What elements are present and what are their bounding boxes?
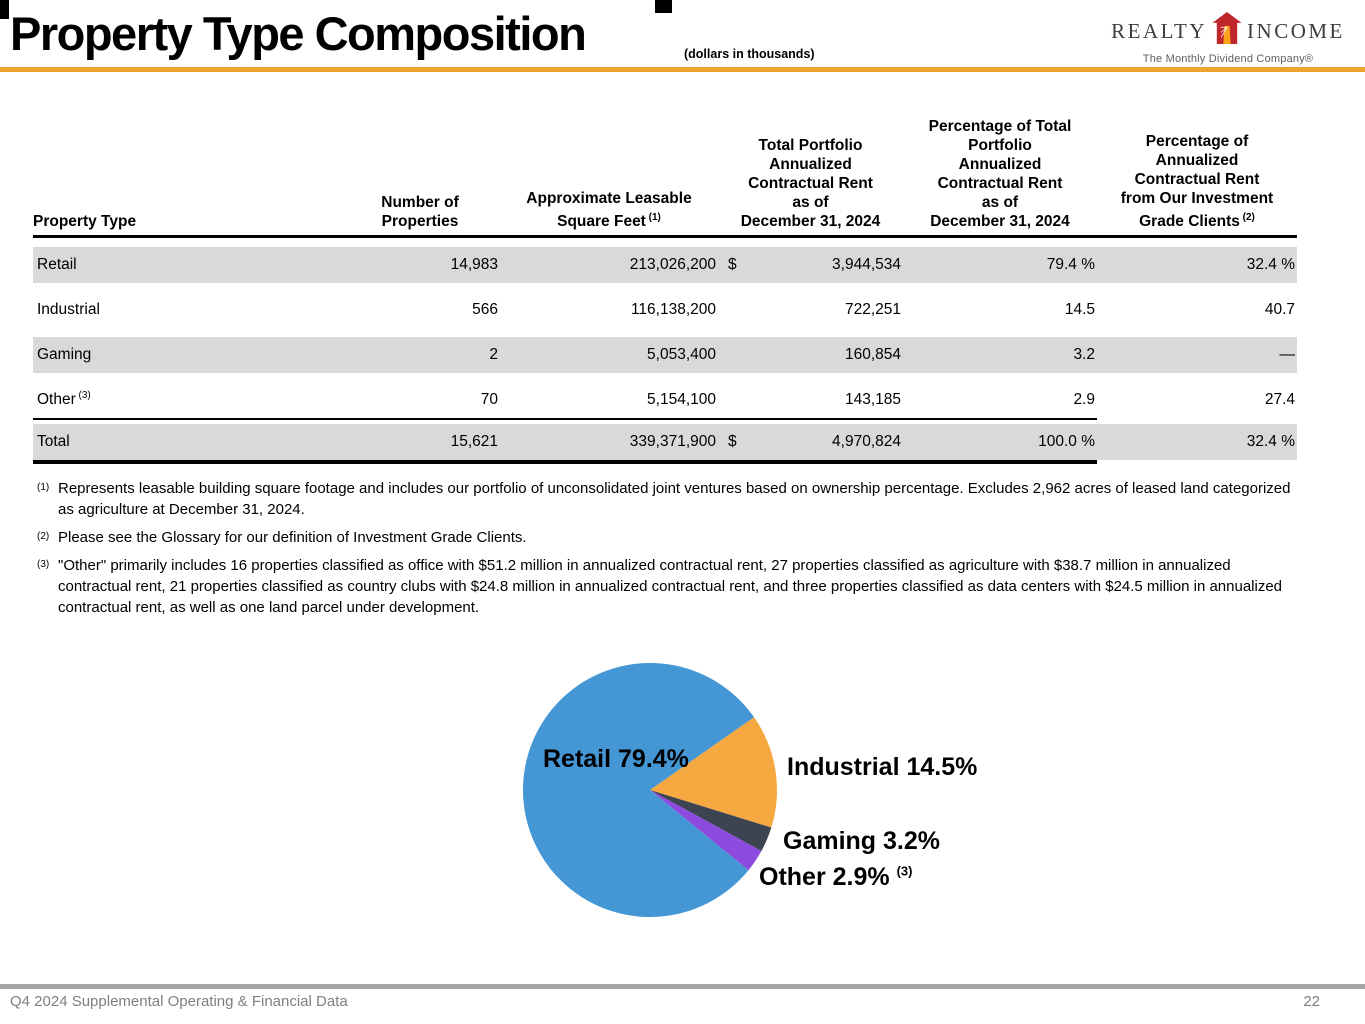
cell-industrial-properties: 566 xyxy=(472,301,498,318)
cell-gaming-ig: — xyxy=(1279,346,1296,363)
pie-slice-industrial xyxy=(650,717,777,828)
cell-total-dollar: $ xyxy=(728,433,737,450)
footnote-text: Represents leasable building square foot… xyxy=(58,480,1291,518)
pie-label-retail: Retail 79.4% xyxy=(543,745,689,773)
cell-industrial-ig: 40.7 xyxy=(1264,301,1295,318)
footer-page-number: 22 xyxy=(1303,993,1320,1010)
logo-wordmark: REALTY INCOME xyxy=(1111,12,1342,50)
cell-gaming-type: Gaming xyxy=(37,346,92,363)
footnotes: (1) Represents leasable building square f… xyxy=(37,478,1295,625)
pie-slice-other xyxy=(650,790,762,871)
property-type-table: Property Type Number of Properties Approxim… xyxy=(33,110,1297,464)
pie-label-other-footnote-ref: (3) xyxy=(896,863,913,879)
pie xyxy=(522,663,777,918)
cell-gaming-sqft: 5,053,400 xyxy=(647,346,716,363)
footnote-text: "Other" primarily includes 16 properties… xyxy=(58,557,1283,616)
cell-total-properties: 15,621 xyxy=(450,433,498,450)
cell-industrial-rent: 722,251 xyxy=(844,301,901,318)
cell-retail-properties: 14,983 xyxy=(450,256,498,273)
cell-industrial-pct: 14.5 xyxy=(1064,301,1095,318)
cell-retail-pct: 79.4 % xyxy=(1046,256,1095,273)
cell-industrial-sqft: 116,138,200 xyxy=(630,301,716,318)
column-header-0: Property Type xyxy=(33,213,137,230)
pie-slice-gaming xyxy=(650,790,772,852)
pie-label-industrial: Industrial 14.5% xyxy=(787,753,978,781)
pie-label-other: Other 2.9% (3) xyxy=(759,863,912,892)
cell-total-rent: 4,970,824 xyxy=(832,433,901,450)
cell-total-type: Total xyxy=(37,433,70,450)
realty-income-logo: REALTY INCOME The Monthly Dividend Compa… xyxy=(1111,12,1342,65)
cell-retail-type: Retail xyxy=(37,256,77,273)
column-header-3: Total Portfolio Annualized Contractual Ren… xyxy=(740,137,881,230)
column-header-5: Percentage of Annualized Contractual Rent f… xyxy=(1120,132,1274,230)
footnote-marker: (1) xyxy=(37,482,50,493)
cell-retail-sqft: 213,026,200 xyxy=(629,256,716,273)
house-icon xyxy=(1212,12,1242,50)
pie-slice-retail xyxy=(522,663,755,918)
decorative-mark xyxy=(0,0,9,19)
column-header-2: Approximate Leasable Square Feet (1) xyxy=(526,189,692,230)
page-subtitle: (dollars in thousands) xyxy=(684,47,815,61)
footnote-marker: (2) xyxy=(37,531,50,542)
cell-retail-ig: 32.4 % xyxy=(1246,256,1295,273)
cell-retail-rent: 3,944,534 xyxy=(832,256,901,273)
table-row-total: Total 15,621 339,371,900 $4,970,824 100.0 % 3… xyxy=(33,424,1297,460)
footnote-text: Please see the Glossary for our definiti… xyxy=(58,529,527,546)
table-row-other: Other (3) 70 5,154,100 143,185 2.9 27.4 xyxy=(33,382,1297,418)
logo-text-realty: REALTY xyxy=(1111,18,1208,43)
pie-label-gaming: Gaming 3.2% xyxy=(783,827,940,855)
cell-other-ig: 27.4 xyxy=(1264,391,1295,408)
page-title: Property Type Composition xyxy=(10,7,587,60)
cell-total-pct: 100.0 % xyxy=(1038,433,1095,450)
cell-other-type: Other (3) xyxy=(37,390,91,409)
cell-other-pct: 2.9 xyxy=(1073,391,1095,408)
footnote-3: (3) "Other" primarily includes 16 propert… xyxy=(37,555,1295,618)
column-header-1: Number of Properties xyxy=(381,194,459,230)
table-row-gaming: Gaming 2 5,053,400 160,854 3.2 — xyxy=(33,337,1297,373)
decorative-mark xyxy=(655,0,672,13)
cell-total-sqft: 339,371,900 xyxy=(629,433,716,450)
footnote-1: (1) Represents leasable building square f… xyxy=(37,478,1295,520)
cell-other-rent: 143,185 xyxy=(844,391,901,408)
pie-chart xyxy=(522,663,777,918)
footnote-2: (2) Please see the Glossary for our defin… xyxy=(37,527,1295,548)
table-row-retail: Retail 14,983 213,026,200 $3,944,534 79.4 % 3… xyxy=(33,247,1297,283)
cell-other-properties: 70 xyxy=(480,391,498,408)
table-subtotal-rule xyxy=(33,418,1097,420)
table-total-rule xyxy=(33,460,1097,464)
table-header-row: Property Type Number of Properties Approxim… xyxy=(33,110,1297,238)
cell-industrial-type: Industrial xyxy=(37,301,100,318)
cell-gaming-properties: 2 xyxy=(489,346,498,363)
logo-tagline: The Monthly Dividend Company® xyxy=(1142,53,1314,65)
cell-gaming-pct: 3.2 xyxy=(1073,346,1095,363)
cell-gaming-rent: 160,854 xyxy=(844,346,901,363)
cell-retail-dollar: $ xyxy=(728,256,737,273)
pie-label-other-text: Other 2.9% xyxy=(759,863,890,891)
footer-document-title: Q4 2024 Supplemental Operating & Financi… xyxy=(10,993,348,1010)
accent-rule xyxy=(0,67,1365,72)
table-row-industrial: Industrial 566 116,138,200 722,251 14.5 40.7 xyxy=(33,292,1297,328)
column-header-4: Percentage of Total Portfolio Annualized Co… xyxy=(928,118,1072,230)
footer-rule xyxy=(0,984,1365,989)
logo-text-income: INCOME xyxy=(1247,18,1345,43)
cell-total-ig: 32.4 % xyxy=(1246,433,1295,450)
cell-other-sqft: 5,154,100 xyxy=(647,391,716,408)
footnote-marker: (3) xyxy=(37,559,50,570)
